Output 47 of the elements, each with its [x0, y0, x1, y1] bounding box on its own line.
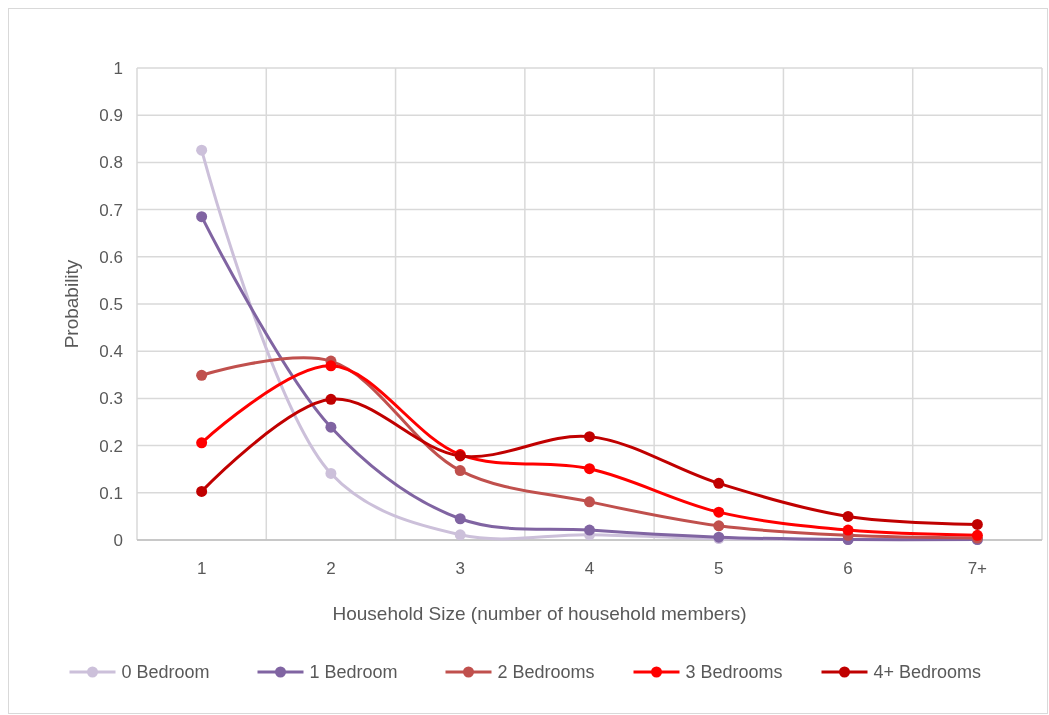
y-tick-label: 0 [113, 530, 123, 550]
y-tick-label: 0.1 [99, 483, 123, 503]
point [196, 211, 208, 223]
x-tick-label: 7+ [967, 559, 988, 578]
point [196, 144, 208, 156]
x-axis-title: Household Size (number of household members) [332, 603, 747, 624]
point [584, 463, 595, 475]
point [196, 369, 208, 381]
y-tick-label: 0.8 [99, 153, 123, 173]
point [842, 524, 854, 536]
legend-label: 0 Bedroom [121, 662, 210, 683]
x-tick-label: 1 [196, 559, 207, 578]
y-tick-label: 1 [113, 58, 123, 78]
x-tick-label: 6 [843, 559, 853, 578]
point [196, 437, 208, 449]
y-tick-label: 0.7 [99, 200, 123, 220]
legend-label: 1 Bedroom [309, 662, 398, 683]
point [196, 485, 208, 497]
point [325, 360, 337, 372]
y-tick-label: 0.2 [99, 436, 123, 456]
x-tick-label: 5 [714, 559, 724, 578]
legend-label: 2 Bedrooms [497, 662, 595, 683]
point [325, 467, 337, 479]
legend-label: 3 Bedrooms [685, 662, 783, 683]
y-tick-label: 0.6 [99, 247, 123, 267]
point [325, 393, 337, 405]
point [971, 518, 983, 530]
point [454, 465, 466, 477]
y-tick-label: 0.4 [99, 342, 123, 362]
point [454, 513, 466, 525]
y-tick-label: 0.9 [99, 106, 123, 126]
x-tick-label: 4 [584, 559, 595, 578]
point [325, 421, 337, 433]
x-tick-label: 3 [455, 559, 465, 578]
point [842, 510, 854, 522]
point [713, 520, 725, 532]
y-tick-label: 0.3 [99, 389, 123, 409]
point [713, 477, 725, 489]
x-tick-label: 2 [326, 559, 336, 578]
point [584, 431, 595, 443]
y-tick-label: 0.5 [99, 294, 123, 314]
point [713, 506, 725, 518]
y-axis-title: Probability [61, 259, 82, 349]
point [584, 524, 595, 536]
point [584, 496, 595, 508]
point [454, 529, 466, 541]
legend-label: 4+ Bedrooms [873, 662, 982, 683]
